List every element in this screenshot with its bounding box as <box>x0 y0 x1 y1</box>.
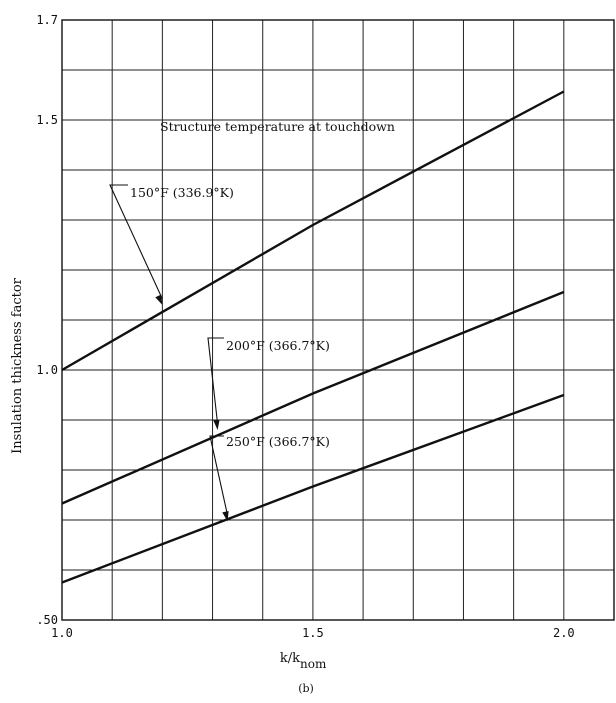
series-label-2: 200°F (366.7°K) <box>226 338 330 353</box>
y-tick-label: 1.5 <box>36 113 58 127</box>
series-line-3 <box>61 393 565 584</box>
curves <box>61 90 565 584</box>
x-tick-label: 1.0 <box>51 626 73 640</box>
y-tick-label: .50 <box>36 613 58 627</box>
y-axis-label: Insulation thickness factor <box>10 277 25 454</box>
leader-line-2 <box>207 337 224 425</box>
grid <box>62 20 614 620</box>
series-labels: 150°F (336.9°K) 200°F (366.7°K) 250°F (366… <box>109 184 330 522</box>
series-line-1 <box>61 90 565 372</box>
y-tick-label: 1.0 <box>36 363 58 377</box>
series-label-1: 150°F (336.9°K) <box>130 185 234 200</box>
figure-caption: (b) <box>298 682 314 695</box>
x-axis-label: k/k <box>280 651 300 666</box>
series-label-3: 250°F (366.7°K) <box>226 434 330 449</box>
leader-line-3 <box>209 435 229 516</box>
plot-frame <box>61 19 615 621</box>
x-tick-label: 1.5 <box>302 626 324 640</box>
x-axis-label-subscript: nom <box>300 657 327 671</box>
arrowhead-1 <box>155 294 163 305</box>
arrowhead-3 <box>222 511 229 522</box>
leader-line-1 <box>109 184 163 300</box>
arrowhead-2 <box>213 419 220 430</box>
annotation: Structure temperature at touchdown <box>160 119 395 134</box>
tick-labels: 1.0 1.5 2.0.501.01.51.7 <box>36 13 574 640</box>
x-tick-label: 2.0 <box>553 626 575 640</box>
series-line-2 <box>61 290 565 505</box>
y-tick-label: 1.7 <box>36 13 58 27</box>
